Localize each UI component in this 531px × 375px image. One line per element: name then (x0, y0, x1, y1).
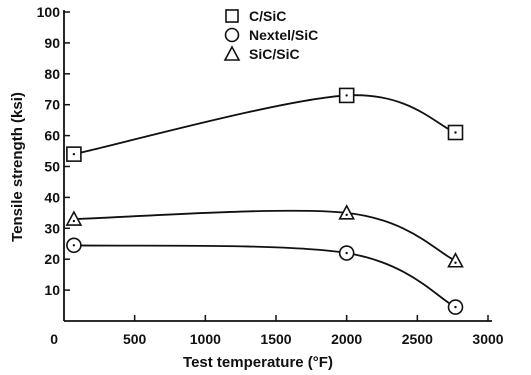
marker-center-dot (72, 244, 76, 247)
triangle-marker-outline (338, 204, 356, 220)
y-tick-label: 40 (44, 189, 60, 205)
marker-center-dot (345, 251, 348, 255)
data-point-c-sic (447, 124, 464, 141)
legend-symbol-sic-sic (223, 45, 241, 61)
y-tick-label: 80 (44, 66, 60, 82)
x-tick-label: 3000 (472, 331, 503, 347)
legend-square-symbol (225, 9, 239, 23)
marker-center-dot (72, 152, 76, 156)
marker-center-dot (454, 305, 457, 309)
marker-center-dot (345, 213, 348, 217)
data-point-nextel-sic (66, 237, 82, 254)
origin-tick-label: 0 (50, 331, 58, 347)
triangle-marker-outline (447, 252, 464, 268)
x-tick-label: 1500 (260, 331, 291, 347)
y-tick-label: 50 (44, 159, 60, 175)
y-tick-label: 90 (44, 35, 60, 51)
x-tick-label: 500 (123, 331, 147, 347)
x-tick-label: 1000 (190, 331, 221, 347)
legend-label-c-sic: C/SiC (249, 8, 286, 24)
tick-marks (64, 11, 489, 321)
y-tick-label: 70 (44, 97, 60, 113)
legend-item-nextel-sic: Nextel/SiC (224, 27, 318, 43)
legend-label-nextel-sic: Nextel/SiC (249, 27, 318, 43)
legend-triangle-symbol (223, 45, 241, 61)
data-point-nextel-sic (447, 299, 464, 315)
legend-item-c-sic: C/SiC (225, 8, 286, 24)
y-tick-label: 60 (44, 128, 60, 144)
data-point-c-sic (66, 146, 82, 162)
data-point-sic-sic (447, 252, 464, 268)
series-markers (65, 87, 464, 315)
data-point-sic-sic (65, 210, 83, 226)
legend-item-sic-sic: SiC/SiC (223, 45, 300, 62)
series-line-c-sic (73, 94, 456, 156)
legend-symbol-nextel-sic (224, 27, 240, 43)
x-axis-title: Test temperature (°F) (183, 354, 333, 371)
series-curves (73, 94, 456, 308)
marker-center-dot (345, 94, 348, 97)
marker-center-dot (454, 131, 457, 134)
legend-circle-symbol (224, 27, 240, 43)
y-axis-title: Tensile strength (ksi) (9, 92, 26, 242)
data-point-c-sic (338, 87, 355, 104)
y-tick-label: 10 (44, 282, 60, 298)
data-point-sic-sic (338, 204, 356, 220)
legend: C/SiC Nextel/SiC SiC/SiC (223, 8, 318, 62)
legend-symbol-c-sic (225, 9, 239, 23)
y-tick-label: 20 (44, 251, 60, 267)
triangle-marker-outline (65, 210, 83, 226)
marker-center-dot (454, 261, 457, 264)
series-line-nextel-sic (73, 244, 456, 308)
y-tick-label: 30 (44, 220, 60, 236)
marker-center-dot (72, 219, 76, 223)
series-line-sic-sic (73, 209, 456, 262)
x-tick-label: 2500 (402, 331, 433, 347)
legend-label-sic-sic: SiC/SiC (249, 46, 300, 62)
data-point-nextel-sic (338, 245, 355, 261)
x-tick-label: 2000 (331, 331, 362, 347)
y-tick-label: 100 (37, 4, 61, 20)
